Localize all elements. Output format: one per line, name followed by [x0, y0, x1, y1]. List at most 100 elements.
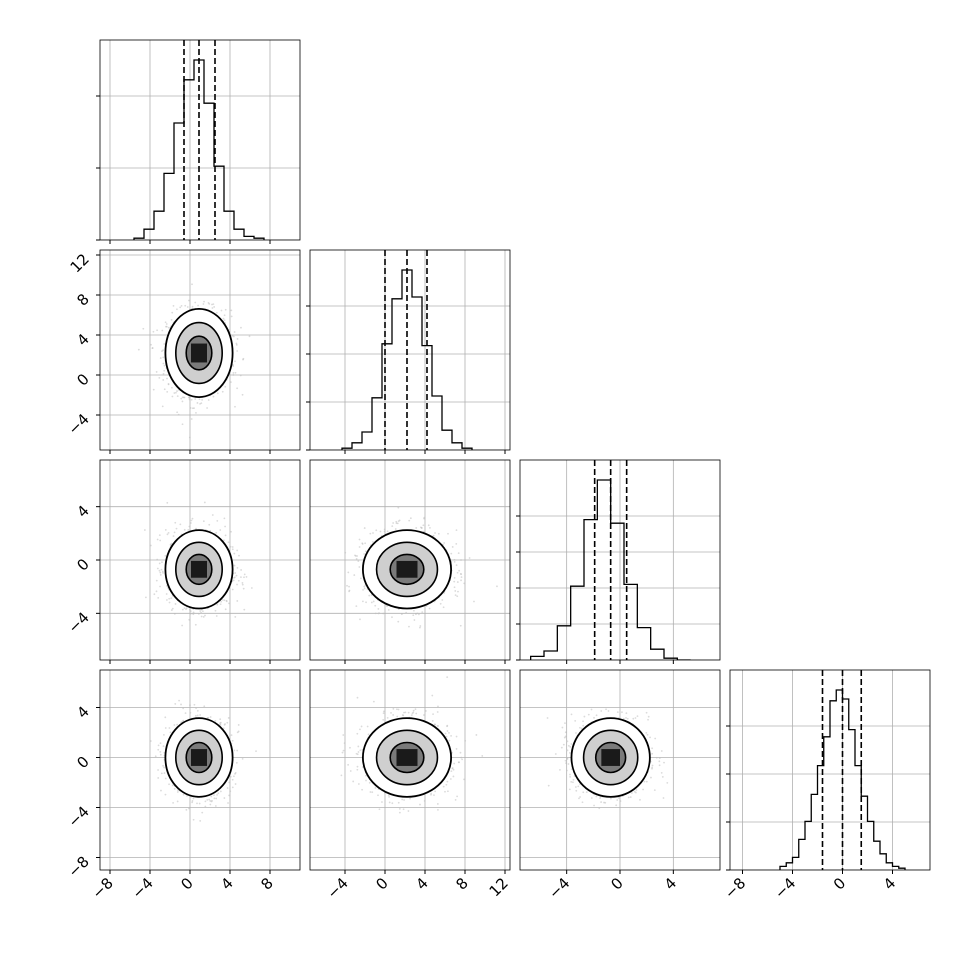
sample-point — [358, 566, 361, 568]
sample-point — [185, 608, 187, 611]
y-tick-label-1: 0 — [73, 555, 92, 574]
sample-point — [386, 530, 389, 533]
sample-point — [159, 585, 161, 588]
sample-point — [190, 522, 192, 524]
sample-point — [173, 392, 176, 394]
sample-point — [228, 602, 230, 605]
sample-point — [408, 519, 411, 522]
sample-point — [241, 582, 244, 584]
sample-point — [229, 775, 232, 778]
sample-point — [219, 603, 222, 606]
sample-point — [192, 611, 195, 614]
sample-point — [211, 307, 214, 309]
sample-point — [168, 601, 171, 604]
x-tick-label-4: 8 — [257, 874, 276, 893]
sample-point — [172, 801, 174, 804]
sample-point — [198, 398, 201, 401]
sample-point — [443, 542, 446, 544]
sample-point — [358, 538, 361, 541]
sample-point — [344, 551, 347, 554]
sample-point — [158, 534, 161, 537]
sample-point — [232, 372, 235, 374]
sample-point — [202, 520, 205, 523]
sample-point — [183, 607, 186, 610]
sample-point — [152, 330, 155, 333]
sample-point — [171, 386, 173, 389]
sample-point — [188, 299, 190, 302]
sample-point — [255, 750, 257, 753]
sample-point — [194, 623, 197, 626]
sample-point — [363, 527, 366, 529]
sample-point — [166, 501, 169, 504]
sample-point — [222, 317, 225, 320]
sample-point — [164, 554, 167, 557]
sample-point — [391, 525, 394, 528]
sample-point — [174, 521, 177, 524]
sample-point — [200, 611, 202, 614]
sample-point — [450, 552, 453, 555]
sample-point — [232, 374, 235, 376]
sample-point — [227, 802, 229, 804]
sample-point — [400, 613, 403, 616]
sample-point — [241, 758, 244, 760]
sample-point — [176, 723, 179, 726]
sample-point — [229, 381, 232, 384]
sample-point — [163, 766, 165, 769]
sample-point — [183, 528, 186, 531]
sample-point — [189, 704, 191, 707]
sample-point — [397, 506, 400, 509]
sample-point — [187, 528, 190, 531]
sample-point — [421, 611, 424, 614]
sample-point — [149, 544, 152, 547]
sample-point — [228, 794, 231, 797]
sample-point — [159, 571, 162, 574]
sample-point — [178, 699, 180, 702]
sample-point — [236, 583, 238, 586]
density-peak — [396, 560, 418, 578]
sample-point — [453, 586, 456, 589]
sample-point — [361, 600, 364, 603]
sample-point — [455, 564, 458, 567]
sample-point — [155, 371, 158, 373]
sample-point — [208, 302, 211, 305]
sample-point — [437, 532, 440, 535]
sample-point — [230, 530, 232, 533]
sample-point — [363, 587, 366, 590]
sample-point — [184, 712, 187, 715]
sample-point — [167, 383, 170, 385]
sample-point — [242, 587, 245, 590]
sample-point — [216, 603, 219, 606]
sample-point — [157, 769, 159, 771]
sample-point — [157, 744, 160, 747]
y-tick-label-0: −4 — [64, 410, 92, 438]
sample-point — [181, 608, 184, 611]
sample-point — [370, 601, 373, 604]
sample-point — [458, 569, 461, 572]
panel-content — [100, 250, 300, 450]
sample-point — [183, 396, 186, 399]
sample-point — [206, 798, 209, 801]
sample-point — [181, 624, 184, 627]
sample-point — [234, 572, 237, 574]
sample-point — [240, 569, 243, 571]
sample-point — [236, 731, 239, 734]
sample-point — [161, 405, 164, 408]
sample-point — [235, 574, 238, 577]
sample-point — [157, 777, 160, 779]
sample-point — [221, 390, 224, 393]
sample-point — [231, 546, 234, 548]
sample-point — [432, 534, 435, 537]
sample-point — [137, 348, 140, 351]
sample-point — [164, 716, 167, 719]
sample-point — [213, 306, 216, 308]
sample-point — [155, 590, 158, 593]
sample-point — [222, 727, 225, 730]
sample-point — [233, 552, 236, 555]
sample-point — [168, 727, 171, 729]
panel-content — [100, 40, 300, 240]
sample-point — [192, 613, 195, 616]
sample-point — [172, 535, 175, 537]
sample-point — [219, 721, 222, 724]
sample-point — [145, 596, 147, 599]
sample-point — [457, 552, 460, 555]
